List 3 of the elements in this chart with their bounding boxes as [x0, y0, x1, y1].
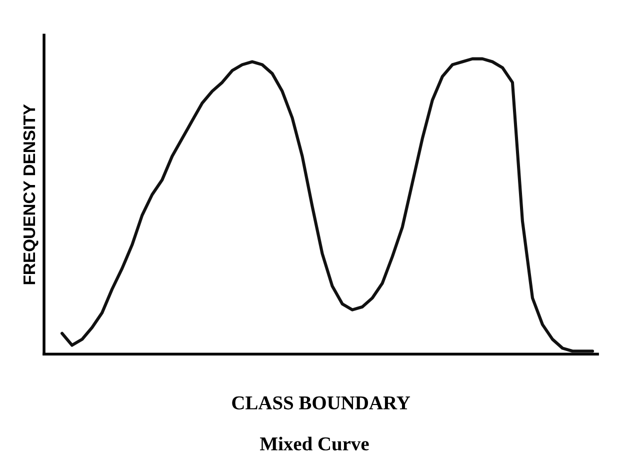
x-axis-title: CLASS BOUNDARY — [232, 396, 410, 410]
text: Mixed Curve — [260, 436, 369, 450]
y-axis-title: FREQUENCY DENSITY — [23, 104, 38, 284]
